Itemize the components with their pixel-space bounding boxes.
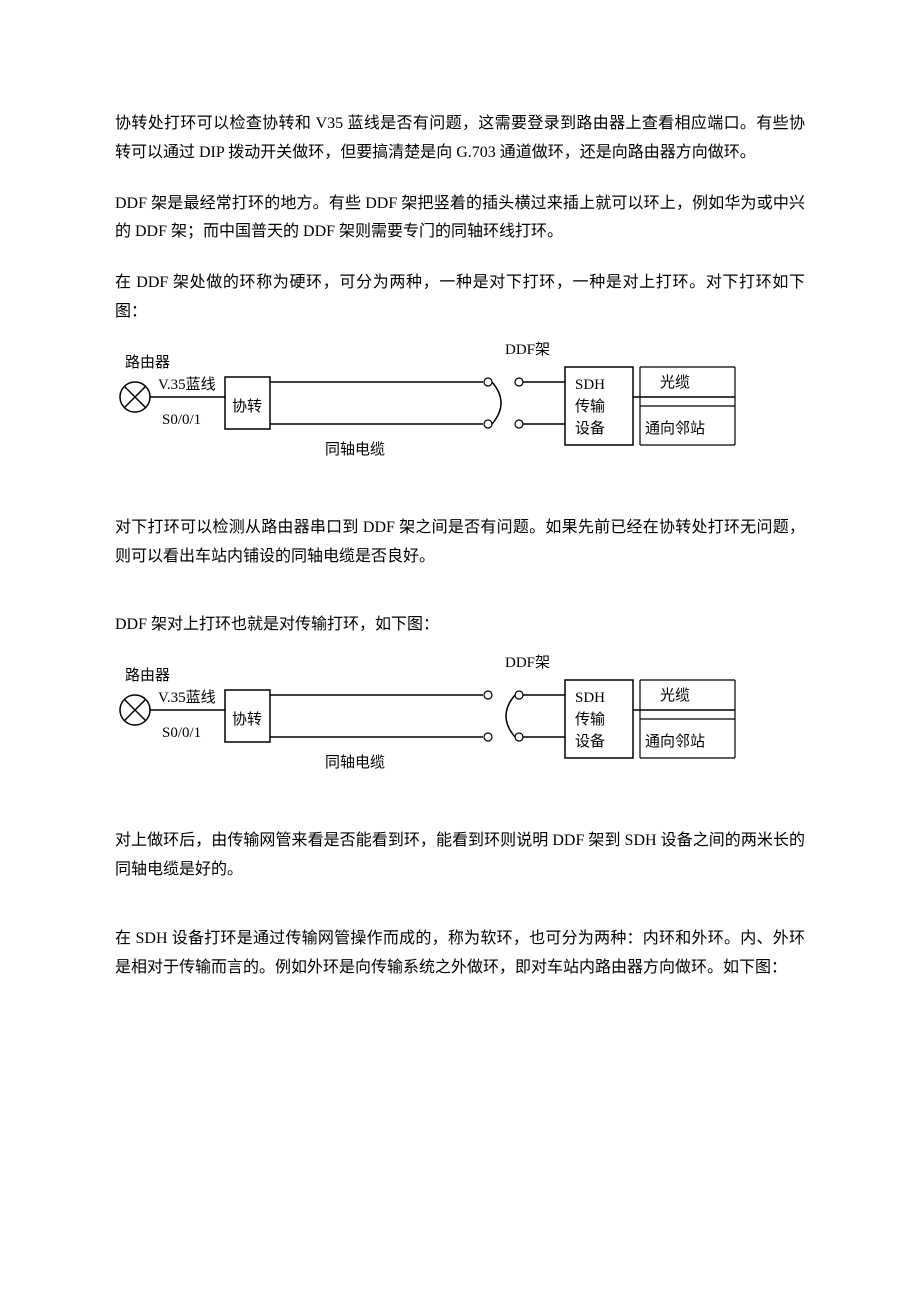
label-v35: V.35蓝线 [158,376,216,393]
label-router: 路由器 [125,354,170,371]
paragraph-3: 在 DDF 架处做的环称为硬环，可分为两种，一种是对下打环，一种是对上打环。对下… [115,269,805,327]
label-fiber: 光缆 [660,374,690,391]
label-router: 路由器 [125,667,170,684]
diagram-loop-down: DDF架 路由器 V.35蓝线 S0/0/1 协转 [115,339,805,489]
ddf-port-br [515,733,523,741]
label-coax: 同轴电缆 [325,441,385,458]
label-v35: V.35蓝线 [158,689,216,706]
label-ddf: DDF架 [505,654,550,671]
label-sdh2: 传输 [575,711,605,728]
label-sdh1: SDH [575,690,605,706]
ddf-port-tr [515,378,523,386]
loop-arc-up [506,695,515,737]
ddf-port-tl [484,378,492,386]
loop-arc-down [492,382,501,424]
ddf-port-bl [484,733,492,741]
paragraph-2: DDF 架是最经常打环的地方。有些 DDF 架把竖着的插头横过来插上就可以环上，… [115,190,805,248]
label-sdh1: SDH [575,377,605,393]
paragraph-6: 对上做环后，由传输网管来看是否能看到环，能看到环则说明 DDF 架到 SDH 设… [115,827,805,885]
ddf-port-bl [484,420,492,428]
paragraph-5: DDF 架对上打环也就是对传输打环，如下图： [115,611,805,640]
label-adj: 通向邻站 [645,420,705,437]
label-fiber: 光缆 [660,687,690,704]
diagram-loop-up: DDF架 路由器 V.35蓝线 S0/0/1 协转 同轴电缆 SDH 传输 [115,652,805,802]
label-port: S0/0/1 [162,412,201,428]
label-ddf: DDF架 [505,341,550,358]
label-adj: 通向邻站 [645,733,705,750]
label-xz: 协转 [232,398,262,415]
paragraph-7: 在 SDH 设备打环是通过传输网管操作而成的，称为软环，也可分为两种：内环和外环… [115,925,805,983]
label-xz: 协转 [232,711,262,728]
ddf-port-tl [484,691,492,699]
ddf-port-tr [515,691,523,699]
document-page: 协转处打环可以检查协转和 V35 蓝线是否有问题，这需要登录到路由器上查看相应端… [0,0,920,1084]
label-port: S0/0/1 [162,725,201,741]
ddf-port-br [515,420,523,428]
paragraph-4: 对下打环可以检测从路由器串口到 DDF 架之间是否有问题。如果先前已经在协转处打… [115,514,805,572]
paragraph-1: 协转处打环可以检查协转和 V35 蓝线是否有问题，这需要登录到路由器上查看相应端… [115,110,805,168]
label-coax: 同轴电缆 [325,754,385,771]
label-sdh3: 设备 [575,733,605,750]
label-sdh3: 设备 [575,420,605,437]
label-sdh2: 传输 [575,398,605,415]
